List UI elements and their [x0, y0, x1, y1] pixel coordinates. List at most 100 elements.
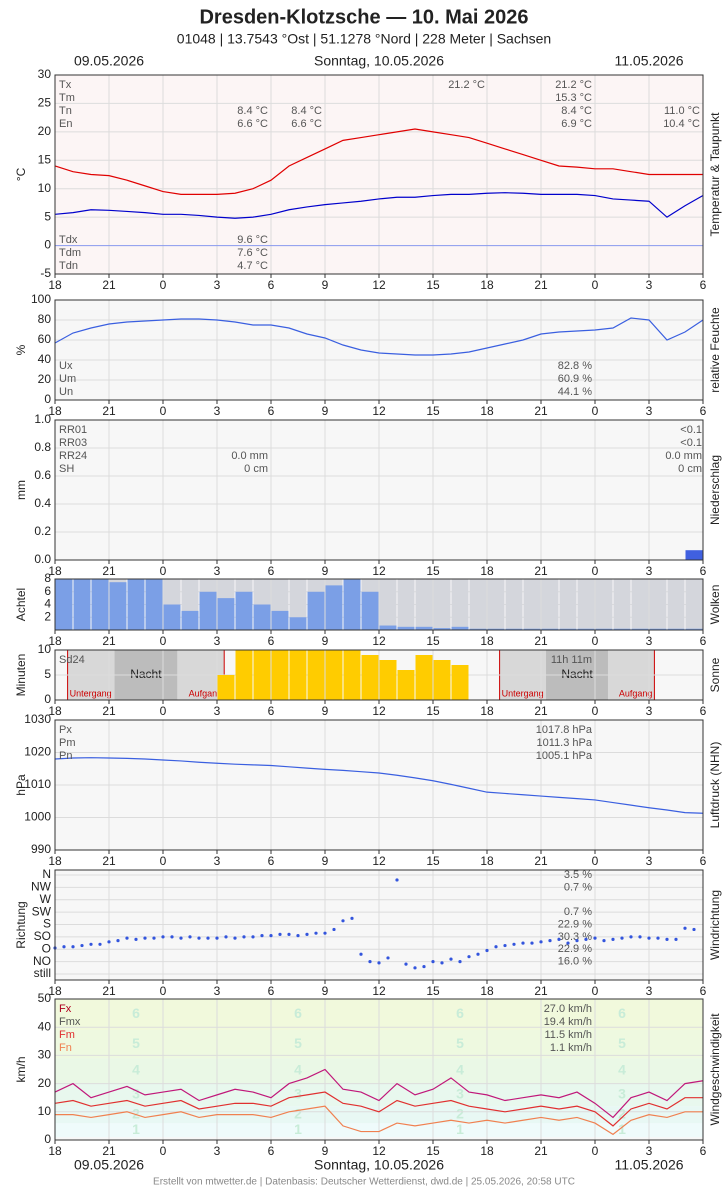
stat-label: Tdn [59, 260, 78, 272]
x-tick-label: 15 [426, 404, 440, 418]
stat-value: 8.4 °C [561, 105, 592, 117]
y-axis-label: km/h [14, 1056, 28, 1082]
bar [397, 626, 415, 630]
point [323, 931, 327, 935]
bar [325, 650, 343, 700]
x-tick-label: 9 [322, 278, 329, 292]
x-tick-label: 0 [592, 564, 599, 578]
bar [217, 675, 235, 700]
direction-share: 22.9 % [558, 918, 592, 930]
x-tick-label: 18 [48, 634, 62, 648]
x-tick-label: 0 [160, 564, 167, 578]
x-tick-label: 18 [48, 278, 62, 292]
bar [577, 628, 595, 630]
sunrise-label: Aufgang [619, 688, 653, 698]
point [485, 948, 489, 953]
point [233, 936, 237, 940]
x-tick-label: 15 [426, 278, 440, 292]
beaufort-label: 4 [132, 1062, 140, 1078]
x-tick-label: 0 [592, 634, 599, 648]
stat-value: 44.1 % [558, 386, 592, 398]
stat-value: 8.4 °C [237, 105, 268, 117]
x-tick-label: 15 [426, 634, 440, 648]
bar [649, 628, 667, 630]
stat-value: 0.0 mm [665, 450, 702, 462]
y-tick-label: 30 [38, 1048, 52, 1062]
beaufort-label: 2 [294, 1105, 302, 1121]
date-center: Sonntag, 10.05.2026 [314, 53, 444, 69]
bar-rest [469, 579, 487, 630]
x-tick-label: 6 [268, 704, 275, 718]
point [422, 964, 426, 969]
x-tick-label: 21 [534, 278, 548, 292]
y-tick-label: 5 [44, 209, 51, 223]
direction-share: 22.9 % [558, 943, 592, 955]
stat-value: 82.8 % [558, 360, 592, 372]
point [116, 938, 120, 943]
point [80, 943, 84, 948]
point [161, 935, 165, 939]
stat-label: Tdx [59, 234, 78, 246]
x-tick-label: 12 [372, 984, 386, 998]
bar [343, 579, 361, 630]
point [152, 936, 156, 940]
point [611, 937, 615, 941]
x-tick-label: 15 [426, 854, 440, 868]
x-tick-label: 6 [700, 404, 707, 418]
bar [361, 655, 379, 700]
point [350, 916, 354, 920]
x-tick-label: 3 [214, 1144, 221, 1158]
x-tick-label: 0 [592, 984, 599, 998]
stat-value: 1.1 km/h [550, 1042, 592, 1054]
stat-value: 1005.1 hPa [536, 750, 593, 762]
x-tick-label: 21 [534, 854, 548, 868]
y-tick-label: 0 [44, 1132, 51, 1146]
bar [451, 626, 469, 630]
x-tick-label: 9 [322, 854, 329, 868]
x-tick-label: 3 [646, 1144, 653, 1158]
plot-frame [54, 719, 704, 851]
y-tick-label: SO [34, 929, 51, 943]
subtitle: 01048 | 13.7543 °Ost | 51.1278 °Nord | 2… [177, 31, 551, 47]
y-tick-label: 50 [38, 991, 52, 1005]
date-right: 11.05.2026 [614, 53, 683, 69]
stat-label: RR03 [59, 437, 87, 449]
stat-label: RR24 [59, 450, 87, 462]
side-label: Wolken [708, 585, 722, 625]
bar-rest [613, 579, 631, 630]
x-tick-label: 21 [102, 1144, 116, 1158]
bar [73, 579, 91, 630]
x-tick-label: 3 [214, 564, 221, 578]
plot-frame [54, 74, 704, 275]
y-tick-label: 1000 [24, 810, 51, 824]
stat-value: <0.1 [680, 437, 702, 449]
bar-rest [631, 579, 649, 630]
stat-value: 11.0 °C [664, 105, 700, 117]
y-tick-label: 80 [38, 312, 52, 326]
x-tick-label: 6 [268, 564, 275, 578]
point [521, 941, 525, 945]
bar [523, 628, 541, 630]
x-tick-label: 18 [480, 1144, 494, 1158]
bar-rest [667, 579, 685, 630]
bar [307, 650, 325, 700]
y-axis-label: mm [14, 480, 28, 500]
x-tick-label: 21 [534, 1144, 548, 1158]
x-tick-label: 3 [646, 404, 653, 418]
bar-rest [451, 579, 469, 630]
x-tick-label: 0 [592, 404, 599, 418]
bar [289, 617, 307, 630]
bar-rest [595, 579, 613, 630]
y-axis-label: hPa [14, 774, 28, 796]
stat-value: 21.2 °C [448, 79, 485, 91]
stat-value: 19.4 km/h [544, 1016, 592, 1028]
bar [505, 628, 523, 630]
x-tick-label: 18 [480, 278, 494, 292]
x-tick-label: 6 [268, 984, 275, 998]
x-tick-label: 12 [372, 564, 386, 578]
point [404, 962, 408, 966]
x-tick-label: 6 [268, 1144, 275, 1158]
stat-label: Tx [59, 79, 72, 91]
bar [433, 628, 451, 630]
page-title: Dresden-Klotzsche — 10. Mai 2026 [199, 6, 528, 28]
